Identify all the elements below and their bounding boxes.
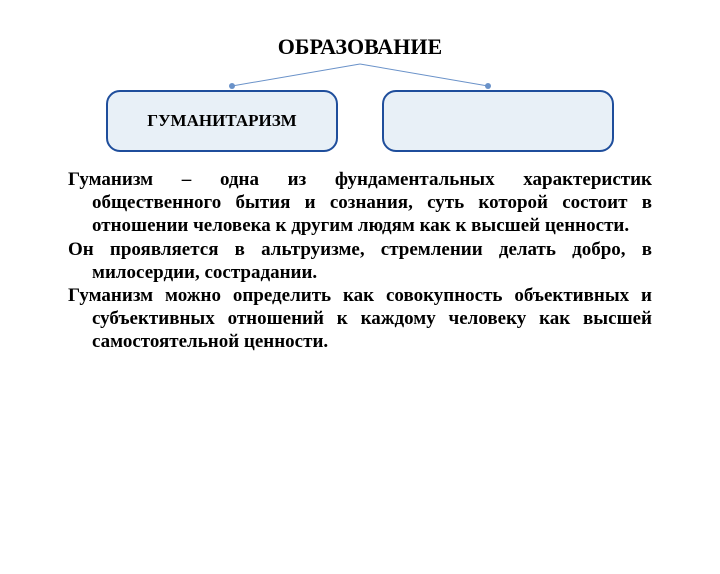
connector-dot-right [485,83,491,89]
paragraph-1: Гуманизм – одна из фундаментальных харак… [68,168,652,238]
box-right [382,90,614,152]
connector-svg [0,60,720,90]
connector-lines [0,60,720,90]
connector-right [360,64,488,86]
paragraph-2: Он проявляется в альтруизме, стремлении … [68,238,652,284]
box-left-label: ГУМАНИТАРИЗМ [147,111,296,131]
concept-boxes: ГУМАНИТАРИЗМ [0,90,720,152]
connector-left [232,64,360,86]
paragraph-3: Гуманизм можно определить как совокупнос… [68,284,652,354]
body-text: Гуманизм – одна из фундаментальных харак… [0,168,720,353]
connector-dot-left [229,83,235,89]
box-left: ГУМАНИТАРИЗМ [106,90,338,152]
page-title: ОБРАЗОВАНИЕ [0,34,720,60]
